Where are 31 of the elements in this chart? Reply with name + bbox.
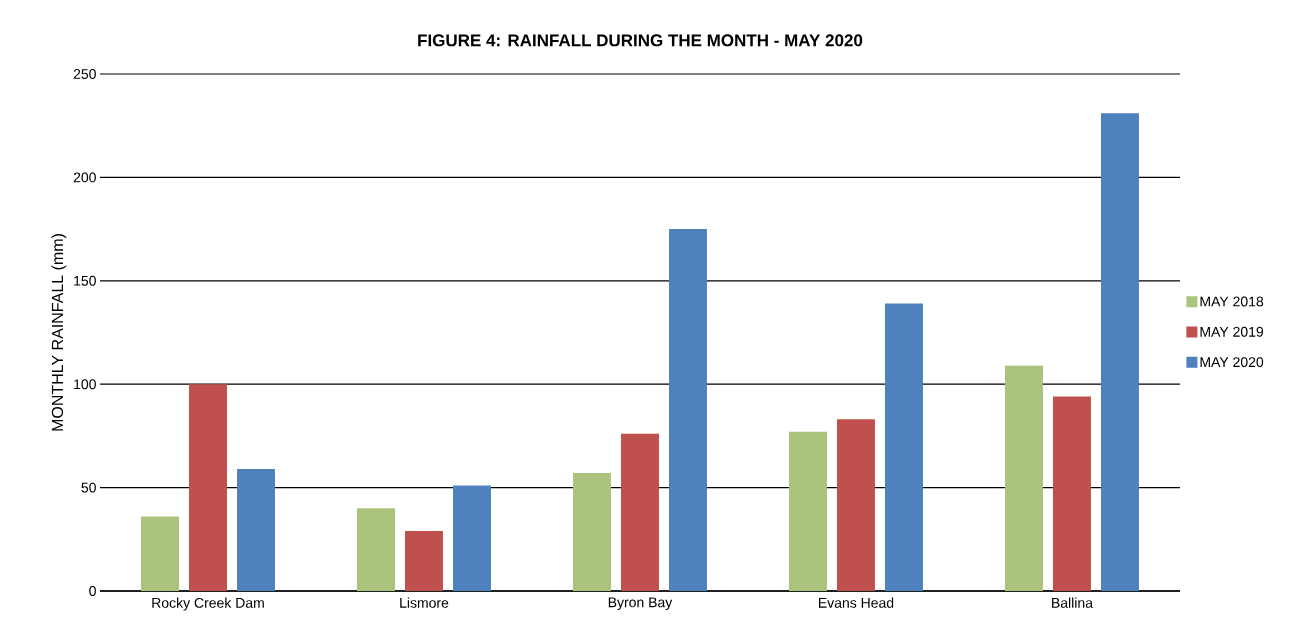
legend-label: MAY 2020 [1200,357,1264,368]
x-tick-label: Evans Head [818,597,894,608]
legend-label: MAY 2019 [1200,326,1264,337]
bar [189,384,227,591]
y-axis-title: MONTHLY RAINFALL (mm) [51,234,67,431]
y-tick-label: 0 [89,586,96,596]
y-tick-label: 150 [74,275,96,286]
y-tick-label: 50 [81,482,96,493]
bar [404,531,443,591]
bar [884,303,923,591]
bar [356,508,395,591]
x-tick-label: Ballina [1052,597,1093,608]
bar [668,229,707,591]
y-tick-label: 250 [73,69,96,79]
x-tick-label: Lismore [400,597,449,608]
y-tick-label: 100 [74,379,96,390]
y-tick-label: 200 [73,172,96,183]
bar [452,485,491,591]
bar [237,468,275,591]
bar [1100,113,1139,591]
chart-title: FIGURE 4: RAINFALL DURING THE MONTH - MAY 2020 [418,34,863,47]
bar [572,473,611,591]
bar [141,516,179,591]
x-tick-label: Rocky Creek Dam [152,597,264,611]
legend-label: MAY 2018 [1200,296,1264,307]
bar [788,431,827,591]
bar [836,419,875,591]
bar [1004,365,1043,591]
bar [620,433,659,591]
x-tick-label: Byron Bay [608,597,673,611]
bar [1052,396,1091,591]
